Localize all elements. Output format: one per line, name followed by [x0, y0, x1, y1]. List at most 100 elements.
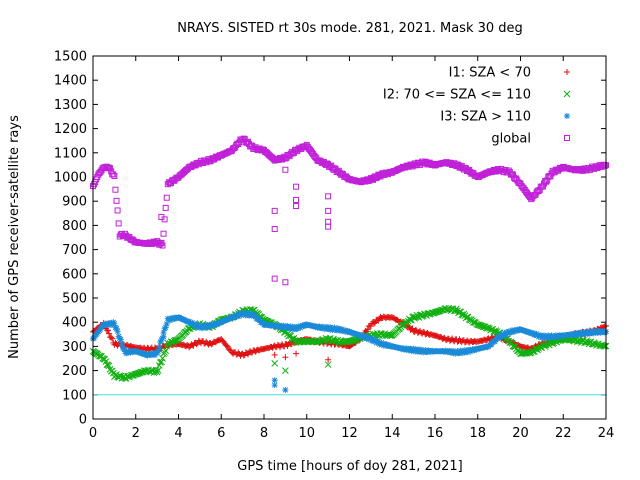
data-point	[154, 366, 162, 374]
y-tick-label: 1300	[54, 98, 87, 113]
legend-marker	[564, 135, 570, 141]
outlier-point	[160, 333, 167, 340]
data-point	[496, 334, 503, 341]
x-tick-label: 12	[341, 426, 358, 441]
legend-label: I2: 70 <= SZA <= 110	[383, 88, 531, 103]
data-point	[120, 345, 127, 352]
data-point	[378, 330, 385, 338]
data-point	[252, 313, 259, 320]
data-point	[190, 320, 197, 327]
outlier-point	[271, 207, 278, 214]
y-tick-label: 700	[62, 243, 87, 258]
outlier-point	[282, 166, 289, 173]
data-point	[111, 172, 118, 179]
y-tick-label: 1400	[54, 74, 87, 89]
outlier-point	[325, 207, 332, 214]
data-point	[152, 366, 160, 374]
outlier-point	[325, 193, 332, 200]
data-point	[163, 320, 170, 327]
data-point	[158, 336, 165, 343]
y-tick-label: 1100	[54, 146, 87, 161]
data-point	[328, 325, 335, 332]
data-point	[108, 334, 115, 341]
outlier-point	[158, 213, 165, 220]
data-point	[104, 327, 111, 334]
data-point	[114, 207, 121, 214]
data-point	[115, 220, 122, 227]
data-point	[162, 204, 169, 211]
plot-area: 0 2 4 6 8 10 12 14 16 18 20 22 240100200300400500600…	[54, 50, 614, 442]
x-tick-label: 2	[132, 426, 140, 441]
data-point	[155, 348, 162, 355]
y-tick-label: 1500	[54, 50, 87, 65]
outlier-point	[282, 354, 289, 361]
data-point	[235, 349, 242, 356]
data-point	[96, 352, 103, 360]
data-point	[118, 340, 125, 347]
data-point	[601, 342, 609, 350]
legend-label: global	[491, 132, 531, 147]
data-point	[417, 348, 424, 355]
data-point	[112, 186, 119, 193]
legend-marker	[563, 90, 571, 98]
data-point	[488, 341, 495, 348]
data-point	[507, 329, 514, 336]
y-tick-label: 600	[62, 267, 87, 282]
data-point	[367, 323, 374, 330]
x-tick-label: 0	[89, 426, 97, 441]
x-tick-label: 14	[384, 426, 401, 441]
outlier-point	[325, 223, 332, 230]
outlier-point	[271, 226, 278, 233]
data-point	[363, 333, 370, 340]
data-point	[324, 323, 331, 330]
data-point	[117, 336, 124, 343]
data-point	[360, 333, 367, 340]
data-point	[107, 165, 114, 172]
y-tick-label: 1000	[54, 171, 87, 186]
data-point	[503, 331, 510, 338]
outlier-point	[271, 351, 278, 358]
data-point	[601, 162, 608, 169]
data-point	[97, 326, 104, 333]
x-tick-label: 18	[469, 426, 486, 441]
x-tick-label: 8	[260, 426, 268, 441]
data-point	[451, 307, 459, 314]
y-tick-label: 300	[62, 340, 87, 355]
legend-label: I1: SZA < 70	[449, 66, 531, 81]
data-point	[193, 321, 200, 328]
data-point	[193, 341, 200, 348]
outlier-point	[325, 356, 332, 363]
x-tick-label: 24	[598, 426, 615, 441]
data-point	[122, 348, 129, 355]
x-axis-label: GPS time [hours of doy 281, 2021]	[237, 459, 462, 474]
legend-label: I3: SZA > 110	[440, 110, 531, 125]
data-point	[106, 330, 113, 337]
series-4	[90, 135, 609, 249]
data-point	[103, 361, 111, 369]
data-point	[101, 355, 109, 363]
x-tick-label: 16	[427, 426, 444, 441]
y-axis-label: Number of GPS receiver-satellite rays	[7, 115, 22, 359]
outlier-point	[282, 367, 289, 374]
data-point	[113, 325, 120, 332]
y-tick-label: 400	[62, 316, 87, 331]
data-point	[543, 335, 550, 342]
data-point	[470, 319, 477, 326]
data-point	[539, 183, 546, 190]
data-point	[371, 336, 378, 343]
data-point	[156, 344, 163, 351]
data-point	[109, 335, 116, 342]
data-point	[160, 230, 167, 237]
data-point	[500, 332, 507, 339]
data-point	[151, 352, 158, 359]
outlier-point	[271, 377, 278, 384]
data-point	[539, 334, 546, 341]
outlier-point	[282, 386, 289, 393]
data-point	[186, 344, 193, 351]
data-point	[157, 339, 164, 346]
data-point	[111, 320, 118, 327]
x-tick-label: 20	[512, 426, 529, 441]
outlier-point	[293, 350, 300, 357]
plot-frame	[92, 55, 607, 420]
data-point	[162, 324, 169, 331]
